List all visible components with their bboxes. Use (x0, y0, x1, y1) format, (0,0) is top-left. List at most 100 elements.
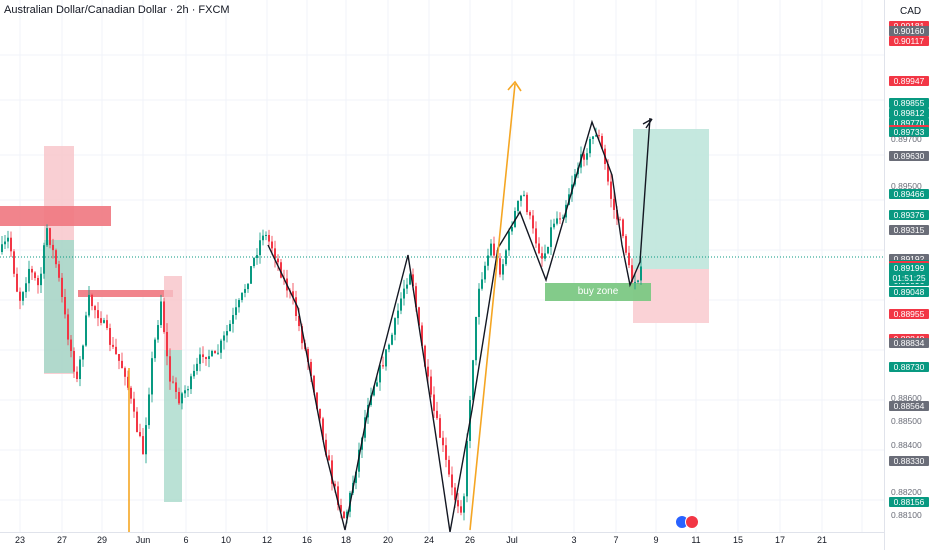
candle-body (454, 487, 456, 501)
candlestick-chart[interactable] (0, 0, 884, 532)
candle-body (439, 418, 441, 438)
candle-body (124, 368, 126, 377)
zone-green-vertical (44, 240, 74, 373)
candle-body (520, 195, 522, 201)
time-label: 21 (816, 535, 828, 545)
candle-body (448, 459, 450, 475)
candle-body (307, 349, 309, 362)
candle-body (115, 346, 117, 354)
candle-body (274, 248, 276, 259)
resistance-zone (0, 206, 111, 226)
candle-body (190, 376, 192, 390)
candle-body (433, 394, 435, 411)
candle-body (241, 292, 243, 301)
candle-body (70, 339, 72, 351)
candle-body (28, 268, 30, 284)
candle-body (631, 265, 633, 283)
candle-body (172, 381, 174, 383)
candle-body (94, 306, 96, 311)
candle-body (493, 243, 495, 256)
candle-body (211, 350, 213, 357)
resistance-zone-small (78, 290, 173, 297)
currency-label[interactable]: CAD (900, 6, 922, 17)
candle-body (256, 255, 258, 258)
price-label: 0.89855 (889, 97, 929, 108)
candle-body (154, 339, 156, 359)
candle-body (481, 279, 483, 289)
candle-body (100, 318, 102, 323)
candle-body (223, 335, 225, 341)
candle-body (301, 326, 303, 344)
candle-body (67, 314, 69, 340)
candle-body (376, 382, 378, 387)
candle-body (73, 350, 75, 372)
price-tick: 0.89700 (891, 134, 922, 145)
candle-body (85, 315, 87, 346)
candle-body (529, 212, 531, 216)
price-tick: 0.89500 (891, 181, 922, 192)
candle-body (397, 310, 399, 319)
candle-body (145, 425, 147, 455)
candle-body (40, 273, 42, 286)
candle-body (169, 356, 171, 382)
price-label: 0.88730 (889, 362, 929, 373)
price-label: 0.89733 (889, 126, 929, 137)
candle-body (382, 365, 384, 367)
price-label: 0.88564 (889, 401, 929, 412)
candle-body (472, 360, 474, 401)
candle-body (337, 486, 339, 506)
candle-body (166, 331, 168, 357)
price-label: 0.90160 (889, 26, 929, 37)
candle-body (346, 511, 348, 519)
candle-body (148, 394, 150, 426)
candle-body (232, 315, 234, 324)
price-tick: 0.88200 (891, 486, 922, 497)
candle-body (55, 250, 57, 265)
candle-body (25, 283, 27, 293)
candle-body (412, 274, 414, 287)
time-label: 12 (261, 535, 273, 545)
arrow-head-orange (507, 80, 522, 92)
candle-body (523, 194, 525, 196)
time-label: 23 (14, 535, 26, 545)
time-label: 26 (464, 535, 476, 545)
candle-body (277, 258, 279, 263)
candle-body (22, 292, 24, 301)
candle-body (322, 418, 324, 440)
time-label: 20 (382, 535, 394, 545)
candle-body (142, 436, 144, 455)
time-axis[interactable] (0, 532, 884, 551)
time-label: 16 (301, 535, 313, 545)
time-label: 27 (56, 535, 68, 545)
candle-body (490, 243, 492, 256)
candle-body (427, 366, 429, 377)
time-label: 17 (774, 535, 786, 545)
candle-body (634, 281, 636, 283)
candle-body (226, 331, 228, 336)
time-label: 18 (340, 535, 352, 545)
arrow-head-black (642, 118, 653, 129)
chart-plot-area[interactable] (0, 0, 884, 532)
candle-body (13, 251, 15, 274)
candle-body (10, 237, 12, 252)
candle-body (535, 228, 537, 244)
candle-body (388, 344, 390, 350)
candle-body (244, 289, 246, 293)
candle-body (175, 382, 177, 392)
candle-body (424, 345, 426, 367)
candle-body (592, 136, 594, 139)
candle-body (310, 361, 312, 376)
candle-body (139, 432, 141, 437)
candle-body (109, 328, 111, 345)
candle-body (193, 370, 195, 377)
candle-body (403, 288, 405, 299)
candle-body (379, 365, 381, 383)
time-label: 6 (183, 535, 189, 545)
symbol-title[interactable]: Australian Dollar/Canadian Dollar · 2h ·… (4, 4, 230, 16)
candle-body (178, 391, 180, 404)
candle-body (250, 266, 252, 284)
candle-body (598, 135, 600, 137)
time-label: 7 (613, 535, 619, 545)
candle-body (49, 228, 51, 245)
economic-event-icon[interactable] (685, 515, 699, 529)
